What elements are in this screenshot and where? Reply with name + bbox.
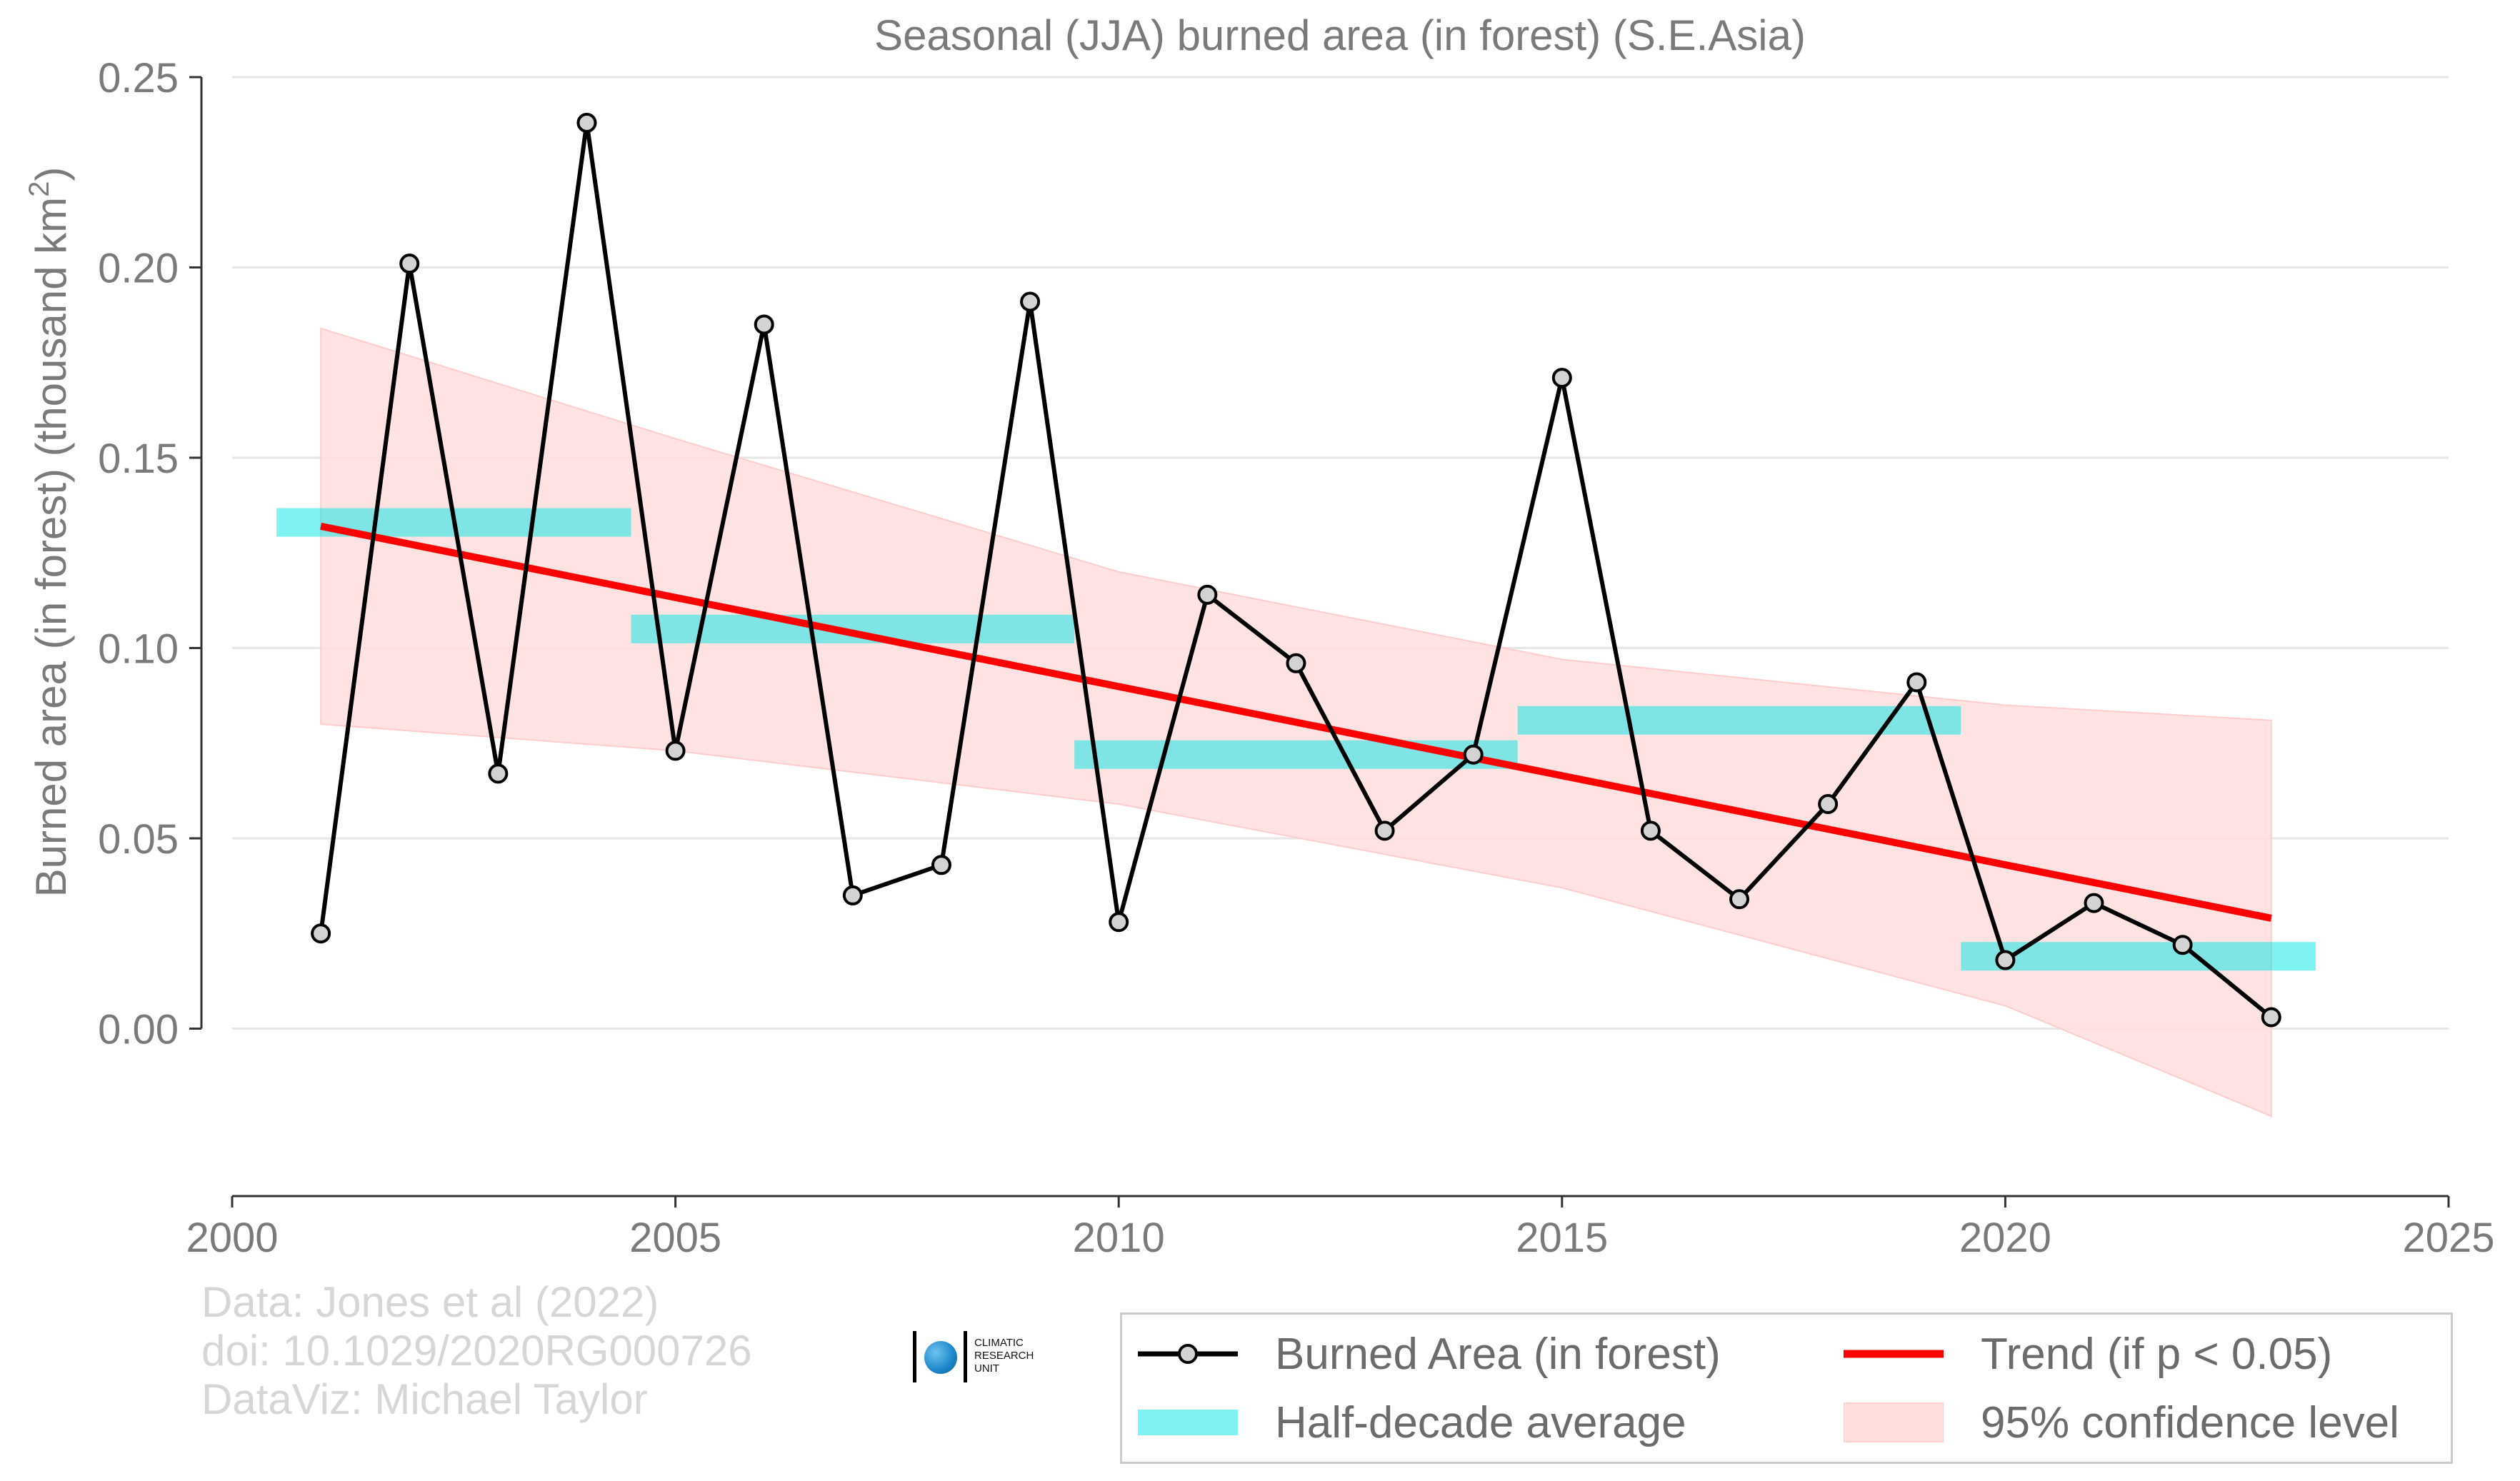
half-decade-bar bbox=[1961, 942, 2316, 971]
burned-area-point bbox=[754, 314, 774, 335]
legend-key-half-decade-bar bbox=[1138, 1390, 1238, 1455]
burned-area-point bbox=[1463, 744, 1484, 765]
legend: Burned Area (in forest) Trend (if p < 0.… bbox=[1120, 1312, 2453, 1464]
y-tick-label: 0.15 bbox=[98, 436, 179, 482]
trend-line-group bbox=[320, 523, 2272, 922]
legend-key-confidence-band bbox=[1843, 1390, 1944, 1455]
legend-label-half-decade: Half-decade average bbox=[1275, 1397, 1686, 1447]
burned-area-series-group bbox=[311, 112, 2281, 1028]
y-axis-label-superscript: 2 bbox=[24, 181, 55, 197]
burned-area-point bbox=[1286, 653, 1306, 673]
credit-data-source: Data: Jones et al (2022) bbox=[201, 1278, 659, 1326]
legend-key-trend-line bbox=[1844, 1322, 1944, 1386]
chart-title: Seasonal (JJA) burned area (in forest) (… bbox=[874, 11, 1806, 59]
legend-item-half-decade: Half-decade average bbox=[1138, 1390, 1686, 1455]
burned-area-point bbox=[2084, 893, 2104, 913]
logo-line-3: UNIT bbox=[974, 1362, 999, 1375]
burned-area-point bbox=[1020, 291, 1041, 312]
logo-text: CLIMATIC RESEARCH UNIT bbox=[974, 1337, 1034, 1375]
half-decade-average-group bbox=[276, 508, 2316, 971]
burned-area-point bbox=[1109, 912, 1129, 933]
burned-area-point bbox=[842, 885, 863, 905]
y-tick-label: 0.25 bbox=[98, 55, 179, 101]
y-tick-label: 0.20 bbox=[98, 245, 179, 291]
x-tick-label: 2000 bbox=[186, 1215, 278, 1261]
y-tick-label: 0.00 bbox=[98, 1006, 179, 1053]
data-credits: Data: Jones et al (2022) doi: 10.1029/20… bbox=[201, 1278, 752, 1424]
half-decade-bar bbox=[631, 614, 1075, 643]
burned-area-point bbox=[576, 112, 597, 133]
burned-area-point bbox=[311, 923, 331, 944]
logo-line-1: CLIMATIC bbox=[974, 1337, 1024, 1349]
legend-label-burned-area: Burned Area (in forest) bbox=[1275, 1329, 1721, 1379]
burned-area-point bbox=[2261, 1007, 2281, 1028]
trend-line bbox=[320, 523, 2272, 922]
y-axis-label: Burned area (in forest) (thousand km2) bbox=[24, 167, 75, 898]
axes-group: 0.00 0.05 0.10 0.15 0.20 0.25 2000 2005 2010 2015… bbox=[98, 55, 2494, 1261]
burned-area-point bbox=[1551, 368, 1572, 388]
x-tick-label: 2010 bbox=[1073, 1215, 1165, 1261]
burned-area-point bbox=[1374, 820, 1395, 841]
burned-area-point bbox=[1906, 672, 1927, 693]
y-axis-label-close: ) bbox=[27, 167, 75, 181]
burned-area-point bbox=[1197, 584, 1218, 605]
burned-area-point bbox=[488, 763, 509, 784]
logo-frame bbox=[913, 1331, 967, 1382]
legend-item-burned-area: Burned Area (in forest) bbox=[1138, 1322, 1721, 1386]
y-tick-label: 0.05 bbox=[98, 816, 179, 863]
globe-icon bbox=[924, 1341, 957, 1374]
burned-area-point bbox=[931, 855, 951, 875]
y-tick-label: 0.10 bbox=[98, 626, 179, 672]
x-tick-label: 2005 bbox=[629, 1215, 721, 1261]
burned-area-point bbox=[1640, 820, 1661, 841]
legend-key-line-marker bbox=[1138, 1322, 1238, 1386]
x-tick-label: 2025 bbox=[2402, 1215, 2494, 1261]
logo-line-2: RESEARCH bbox=[974, 1350, 1034, 1362]
burned-area-point bbox=[399, 253, 420, 274]
burned-area-point bbox=[665, 740, 686, 761]
legend-label-trend: Trend (if p < 0.05) bbox=[1981, 1329, 2333, 1379]
legend-label-confidence: 95% confidence level bbox=[1981, 1397, 2399, 1447]
burned-area-point bbox=[2172, 935, 2193, 955]
y-axis-label-main: Burned area (in forest) (thousand km bbox=[27, 197, 75, 897]
burned-area-point bbox=[1729, 889, 1750, 910]
x-tick-label: 2015 bbox=[1516, 1215, 1608, 1261]
x-tick-label: 2020 bbox=[1959, 1215, 2051, 1261]
legend-item-trend: Trend (if p < 0.05) bbox=[1844, 1322, 2332, 1386]
cru-logo: CLIMATIC RESEARCH UNIT bbox=[913, 1327, 1056, 1391]
burned-area-point bbox=[1995, 950, 2016, 970]
legend-item-confidence: 95% confidence level bbox=[1843, 1390, 2399, 1455]
credit-dataviz: DataViz: Michael Taylor bbox=[201, 1375, 648, 1423]
burned-area-point bbox=[1818, 794, 1839, 815]
credit-doi: doi: 10.1029/2020RG000726 bbox=[201, 1327, 752, 1375]
